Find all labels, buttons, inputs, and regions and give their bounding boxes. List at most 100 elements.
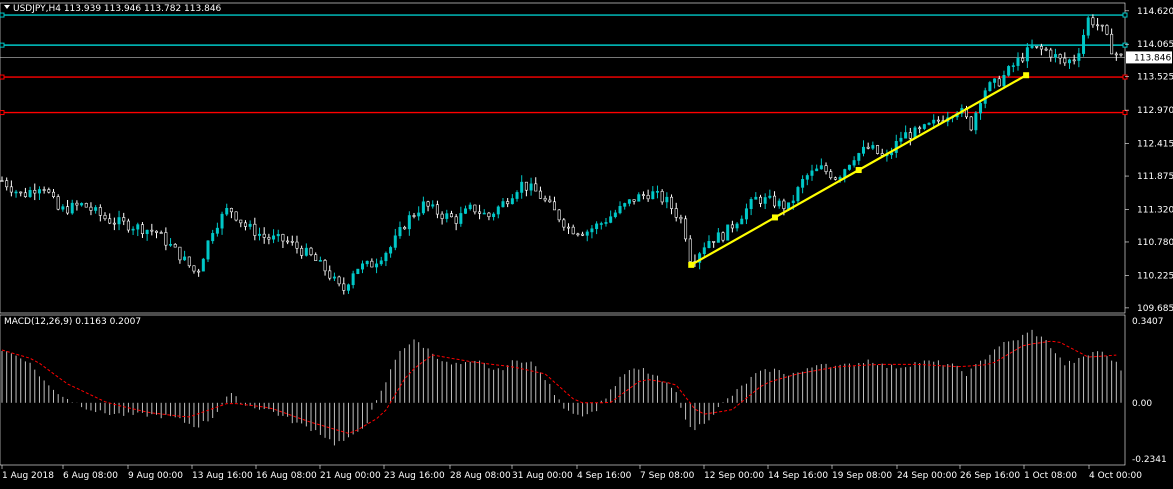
level-handle-left[interactable]	[0, 42, 5, 48]
trendline[interactable]	[688, 72, 1030, 268]
candle-body	[1002, 74, 1006, 87]
time-tick-label: 16 Aug 08:00	[256, 471, 317, 481]
candle-body	[595, 223, 599, 230]
candle-body	[1110, 33, 1114, 55]
candle-body	[590, 228, 594, 233]
candle-body	[234, 211, 238, 221]
candle-body	[300, 247, 304, 256]
time-tick-label: 4 Oct 00:00	[1089, 471, 1142, 481]
level-handle-left[interactable]	[0, 12, 5, 18]
candle-body	[28, 190, 32, 197]
candlestick-series	[0, 14, 1123, 295]
candle-body	[19, 191, 23, 194]
candle-body	[412, 215, 416, 217]
candle-body	[267, 237, 271, 240]
candle-body	[66, 206, 70, 214]
candle-body	[515, 192, 519, 199]
candle-body	[52, 191, 56, 197]
macd-axis: 0.3407 0.00 -0.2341	[1132, 317, 1167, 465]
candle-body	[229, 208, 233, 213]
candle-body	[1072, 59, 1076, 62]
time-tick-label: 31 Aug 00:00	[512, 471, 573, 481]
candle-body	[108, 218, 112, 224]
current-price-label: 113.846	[1134, 53, 1171, 63]
candle-body	[801, 179, 805, 188]
candle-body	[1016, 57, 1020, 66]
macd-histogram	[1, 329, 1122, 446]
candle-body	[646, 195, 650, 200]
trendline-handle[interactable]	[688, 261, 695, 268]
candle-body	[904, 132, 908, 139]
candle-body	[379, 260, 383, 265]
candle-body	[721, 232, 725, 241]
symbol-menu-icon[interactable]	[4, 5, 10, 9]
candle-body	[1025, 47, 1029, 62]
candle-body	[375, 263, 379, 268]
candle-body	[47, 189, 51, 193]
time-tick-label: 4 Sep 16:00	[577, 471, 632, 481]
candle-body	[773, 195, 777, 207]
candle-body	[417, 212, 421, 217]
candle-body	[552, 201, 556, 211]
candle-body	[346, 284, 350, 291]
level-handle-right[interactable]	[1122, 74, 1128, 80]
candle-body	[604, 222, 608, 224]
candle-body	[1044, 48, 1048, 51]
level-handle-left[interactable]	[0, 74, 5, 80]
candle-body	[880, 153, 884, 156]
trendline-handle[interactable]	[771, 214, 778, 221]
candle-body	[749, 199, 753, 210]
candle-body	[726, 224, 730, 241]
macd-signal-path	[1, 340, 1117, 434]
candle-body	[852, 160, 856, 166]
candle-body	[286, 240, 290, 243]
candle-body	[309, 247, 313, 256]
level-handle-right[interactable]	[1122, 42, 1128, 48]
candle-body	[1063, 57, 1067, 64]
time-tick-label: 9 Aug 00:00	[128, 471, 183, 481]
candle-body	[178, 246, 182, 261]
time-tick-label: 13 Aug 16:00	[192, 471, 253, 481]
candle-body	[796, 187, 800, 202]
candle-body	[922, 124, 926, 129]
candle-body	[435, 204, 439, 215]
candle-body	[763, 197, 767, 204]
candle-body	[342, 283, 346, 291]
trendline-handle[interactable]	[1023, 72, 1030, 79]
price-tick-label: 114.065	[1137, 40, 1173, 50]
candle-body	[201, 258, 205, 272]
level-handle-right[interactable]	[1122, 12, 1128, 18]
candle-body	[42, 189, 46, 191]
candle-body	[398, 227, 402, 237]
candle-body	[1035, 45, 1039, 48]
candle-body	[993, 78, 997, 83]
horizontal-levels[interactable]	[0, 12, 1128, 116]
candle-body	[637, 194, 641, 202]
candle-body	[454, 216, 458, 224]
candle-body	[894, 141, 898, 153]
trendline-handle[interactable]	[855, 167, 862, 174]
candle-body	[164, 232, 168, 246]
candle-body	[468, 204, 472, 210]
candle-body	[290, 240, 294, 243]
level-handle-right[interactable]	[1122, 110, 1128, 116]
macd-tick-label: 0.3407	[1132, 317, 1164, 327]
candle-body	[899, 137, 903, 142]
candle-body	[155, 230, 159, 233]
candle-body	[337, 276, 341, 285]
candle-body	[674, 208, 678, 218]
candle-body	[510, 198, 514, 205]
level-handle-left[interactable]	[0, 110, 5, 116]
candle-body	[126, 220, 130, 231]
candle-body	[272, 235, 276, 240]
candle-body	[702, 247, 706, 254]
candle-body	[262, 233, 266, 238]
candle-body	[5, 180, 9, 188]
candle-body	[70, 202, 74, 214]
candle-body	[136, 224, 140, 230]
candle-body	[857, 153, 861, 161]
candle-body	[684, 218, 688, 240]
candle-body	[478, 211, 482, 214]
candle-body	[1096, 24, 1100, 27]
